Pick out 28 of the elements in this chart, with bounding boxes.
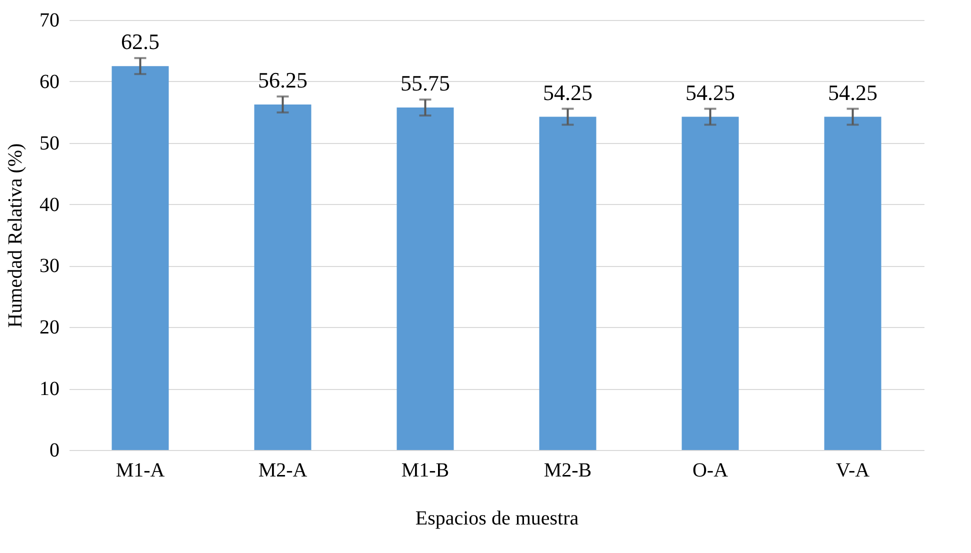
bar bbox=[539, 116, 596, 450]
x-tick-label: O-A bbox=[692, 460, 729, 482]
data-label: 54.25 bbox=[543, 80, 592, 105]
y-tick-label: 30 bbox=[40, 255, 60, 278]
y-tick-label: 70 bbox=[40, 10, 60, 32]
y-tick-label: 40 bbox=[40, 194, 60, 216]
x-tick-label: M2-B bbox=[544, 460, 592, 482]
bar bbox=[112, 66, 169, 450]
y-tick-label: 60 bbox=[40, 70, 60, 93]
x-tick-label: M2-A bbox=[258, 460, 308, 482]
x-axis-title: Espacios de muestra bbox=[415, 508, 579, 530]
y-axis-title: Humedad Relativa (%) bbox=[4, 143, 26, 328]
y-tick-label: 20 bbox=[40, 316, 60, 339]
data-label: 55.75 bbox=[400, 70, 450, 96]
data-label: 56.25 bbox=[258, 67, 308, 92]
x-tick-label: M1-A bbox=[116, 460, 166, 482]
bar bbox=[396, 108, 454, 450]
x-tick-label: M1-B bbox=[401, 460, 450, 482]
y-tick-label: 50 bbox=[40, 132, 60, 154]
data-label: 54.25 bbox=[686, 80, 735, 105]
x-tick-label: V-A bbox=[836, 460, 870, 482]
data-label: 62.5 bbox=[121, 29, 160, 54]
bar bbox=[254, 104, 312, 450]
y-tick-label: 0 bbox=[50, 440, 60, 462]
y-tick-label: 10 bbox=[40, 378, 60, 400]
bar bbox=[682, 116, 739, 450]
data-label: 54.25 bbox=[828, 80, 878, 105]
bar bbox=[824, 116, 882, 450]
